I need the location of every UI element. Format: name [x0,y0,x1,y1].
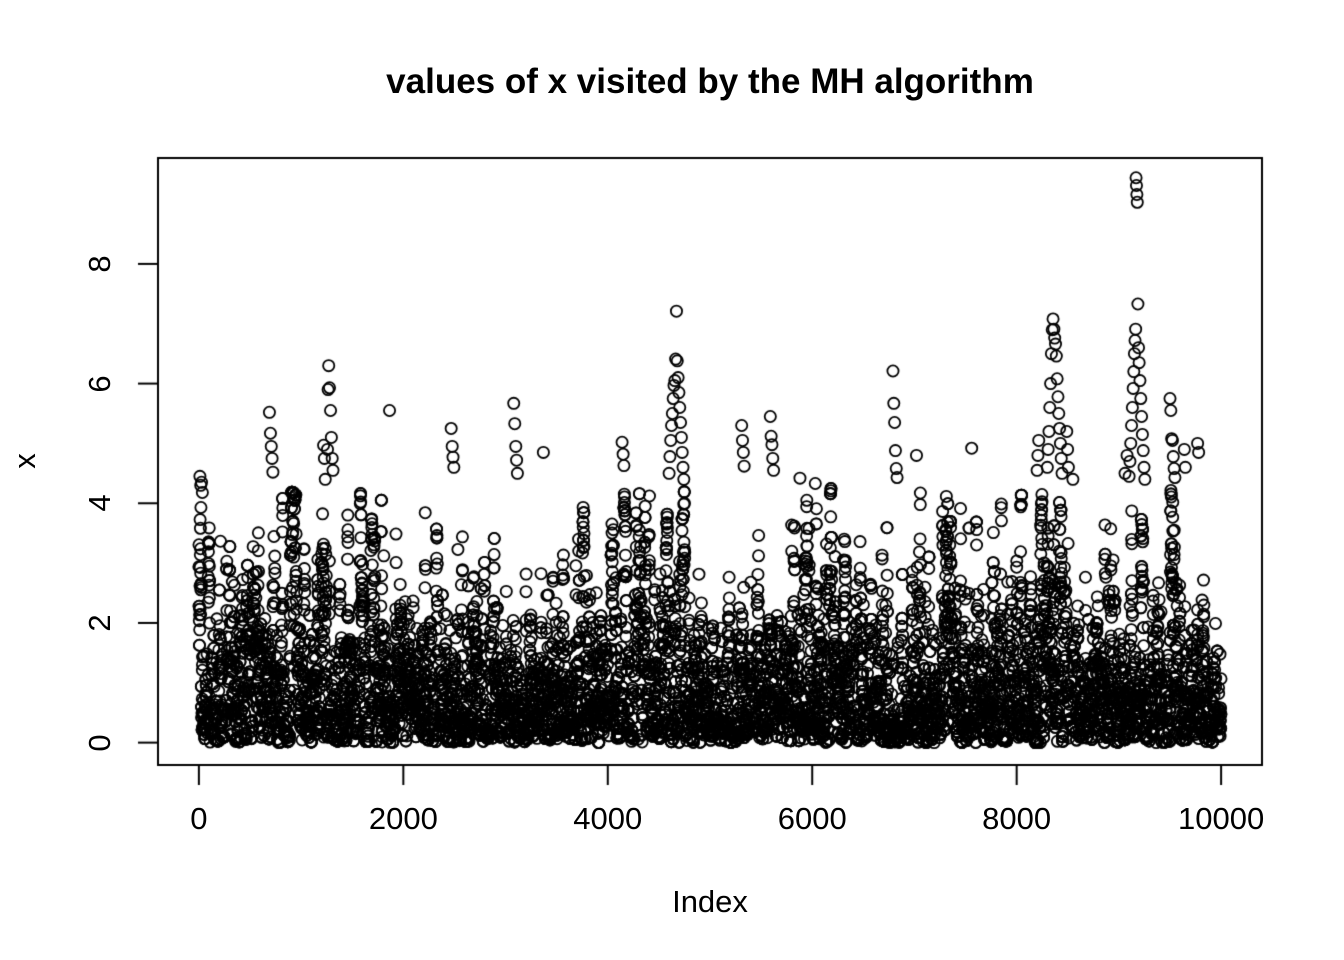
y-tick-label: 6 [82,374,117,393]
chart-title: values of x visited by the MH algorithm [386,62,1034,101]
x-tick-label: 6000 [777,801,847,836]
x-tick-label: 0 [190,801,208,836]
x-tick-label: 8000 [982,801,1052,836]
x-tick-label: 10000 [1178,801,1265,836]
y-tick-label: 0 [82,733,117,752]
y-tick-label: 4 [82,494,117,512]
x-tick-label: 4000 [573,801,643,836]
y-tick-label: 2 [82,614,117,632]
x-axis-title: Index [672,884,748,919]
y-tick-label: 8 [82,255,117,273]
y-axis-title: x [7,453,42,469]
x-tick-label: 2000 [368,801,438,836]
